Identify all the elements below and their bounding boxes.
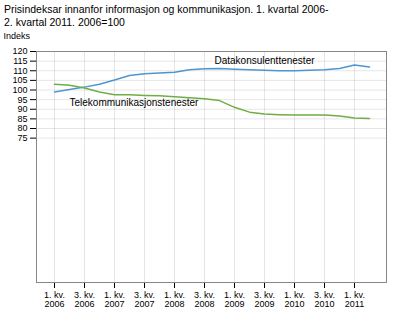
svg-text:3. kv.2008: 3. kv.2008 <box>194 290 215 309</box>
svg-text:75: 75 <box>17 133 27 143</box>
svg-text:100: 100 <box>12 85 27 95</box>
svg-text:3. kv.2007: 3. kv.2007 <box>134 290 155 309</box>
svg-text:1. kv.2006: 1. kv.2006 <box>44 290 65 309</box>
svg-text:1. kv.2009: 1. kv.2009 <box>224 290 245 309</box>
svg-text:1. kv.2007: 1. kv.2007 <box>104 290 125 309</box>
svg-text:120: 120 <box>12 46 27 56</box>
svg-text:3. kv.2006: 3. kv.2006 <box>74 290 95 309</box>
svg-text:80: 80 <box>17 123 27 133</box>
svg-text:1. kv.2008: 1. kv.2008 <box>164 290 185 309</box>
svg-text:85: 85 <box>17 114 27 124</box>
svg-text:1. kv.2011: 1. kv.2011 <box>344 290 365 309</box>
svg-text:115: 115 <box>13 56 27 66</box>
html-text:Prisindeksar innanfor informas: Prisindeksar innanfor informasjon og kom… <box>4 3 329 28</box>
svg-text:105: 105 <box>12 75 27 85</box>
svg-text:3. kv.2009: 3. kv.2009 <box>254 290 275 309</box>
svg-text:95: 95 <box>17 95 27 105</box>
svg-text:Datakonsulenttenester: Datakonsulenttenester <box>214 55 315 66</box>
svg-text:90: 90 <box>17 104 27 114</box>
svg-text:110: 110 <box>13 66 27 76</box>
svg-text:Indeks: Indeks <box>4 31 31 41</box>
svg-text:1. kv.2010: 1. kv.2010 <box>284 290 305 309</box>
svg-text:Telekommunikasjonstenester: Telekommunikasjonstenester <box>70 97 200 108</box>
svg-text:3. kv.2010: 3. kv.2010 <box>314 290 335 309</box>
